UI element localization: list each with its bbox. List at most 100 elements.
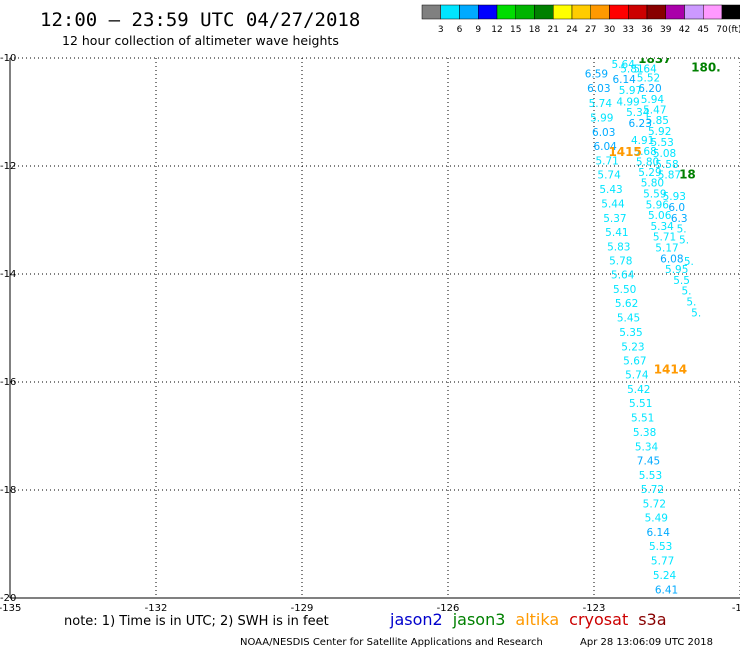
- wave-height-label: 5.64: [612, 59, 636, 71]
- mission-label-s3a: s3a: [638, 610, 666, 629]
- wave-height-label: 6.08: [660, 253, 683, 265]
- footer-note: note: 1) Time is in UTC; 2) SWH is in fe…: [64, 614, 329, 629]
- wave-height-label: 5.68: [633, 146, 656, 158]
- wave-height-label: 5.97: [619, 85, 642, 97]
- wave-height-label: 5.43: [599, 184, 622, 196]
- wave-height-label: 5.47: [643, 104, 666, 116]
- cycle-label: 1415: [608, 145, 641, 159]
- x-tick-label: -126: [437, 603, 460, 614]
- colorbar-unit: (ft): [728, 25, 740, 35]
- wave-height-label: 5.: [686, 297, 696, 309]
- wave-height-label: 5.37: [603, 213, 626, 225]
- wave-height-label: 6.3: [671, 213, 688, 225]
- wave-height-label: 5.71: [653, 232, 676, 244]
- wave-height-label: 5.17: [655, 243, 678, 255]
- wave-height-label: 5.34: [650, 221, 674, 233]
- wave-height-label: 4.91: [631, 135, 654, 147]
- colorbar-label: 33: [623, 25, 634, 35]
- axis-ticks: -135 -132 -129 -126 -123 -12 -10 -12 -14 -16 -18 -2…: [0, 53, 740, 614]
- colorbar-label: 70: [716, 25, 728, 35]
- mission-label-jason3: jason3: [452, 610, 506, 629]
- colorbar-label: 21: [548, 25, 559, 35]
- colorbar-swatch: [534, 4, 554, 20]
- chart-title: 12:00 – 23:59 UTC 04/27/2018: [40, 9, 360, 31]
- wave-height-label: 6.03: [587, 83, 610, 95]
- x-tick-label: -129: [291, 603, 314, 614]
- colorbar-label: 24: [566, 25, 578, 35]
- colorbar-swatch: [721, 4, 740, 20]
- wave-height-label: 6.23: [629, 118, 652, 130]
- y-tick-label: -18: [0, 485, 16, 496]
- wave-height-label: 5.96: [646, 199, 670, 211]
- x-tick-label: -12: [732, 603, 740, 614]
- wave-height-label: 5.67: [623, 355, 646, 367]
- wave-height-label: 5.92: [648, 126, 671, 138]
- colorbar-swatch: [628, 4, 648, 20]
- credit-line: NOAA/NESDIS Center for Satellite Applica…: [240, 637, 543, 648]
- colorbar-swatch: [571, 4, 591, 20]
- chart-subtitle: 12 hour collection of altimeter wave hei…: [62, 33, 339, 48]
- colorbar-swatch: [478, 4, 498, 20]
- x-tick-label: -132: [145, 603, 168, 614]
- wave-height-label: 5.34: [626, 107, 650, 119]
- wave-height-label: 5.87: [658, 170, 681, 182]
- wave-height-label: 5.52: [637, 72, 660, 84]
- y-tick-label: -20: [0, 593, 16, 604]
- wave-height-label: 6.14: [612, 74, 636, 86]
- colorbar-label: 27: [585, 25, 596, 35]
- wave-height-label: 4.99: [616, 97, 639, 109]
- colorbar-swatch: [590, 4, 610, 20]
- plot-grid: [9, 57, 740, 599]
- wave-height-label: 5.83: [607, 241, 630, 253]
- wave-height-label: 5.85: [646, 115, 669, 127]
- x-tick-label: -135: [0, 603, 21, 614]
- wave-height-label: 5.72: [641, 484, 664, 496]
- wave-height-label: 5.49: [645, 513, 668, 525]
- colorbar-swatch: [553, 4, 573, 20]
- colorbar-label: 39: [660, 25, 672, 35]
- mission-label-altika: altika: [515, 610, 559, 629]
- wave-height-label: 5.80: [636, 157, 659, 169]
- wave-height-label: 5.: [691, 307, 701, 319]
- wave-height-label: 5.99: [590, 112, 613, 124]
- mission-label-cryosat: cryosat: [569, 610, 628, 629]
- y-tick-label: -10: [0, 53, 16, 64]
- wave-height-label: 6.0: [668, 202, 685, 214]
- colorbar-label: 30: [604, 25, 616, 35]
- cycle-label: 1414: [654, 363, 687, 377]
- y-tick-label: -14: [0, 269, 16, 280]
- colorbar-swatch: [646, 4, 666, 20]
- wave-height-label: 5.23: [621, 341, 644, 353]
- colorbar-swatch: [515, 4, 535, 20]
- x-tick-label: -123: [583, 603, 606, 614]
- wave-height-label: 5.64: [633, 63, 657, 75]
- wave-height-label: 6.14: [647, 527, 671, 539]
- mission-legend: jason2 jason3 altika cryosat s3a: [389, 610, 667, 629]
- wave-height-label: 5.29: [638, 167, 661, 179]
- colorbar-label: 9: [475, 25, 481, 35]
- wave-height-label: 5.: [684, 256, 694, 268]
- colorbar-swatch: [440, 4, 460, 20]
- wave-height-label: 7.45: [637, 455, 660, 467]
- wave-height-label: 5.: [679, 234, 689, 246]
- wave-height-label: 5.44: [601, 198, 625, 210]
- wave-height-label: 5.24: [653, 570, 677, 582]
- colorbar-label: 45: [698, 25, 709, 35]
- colorbar-swatch: [421, 4, 441, 20]
- wave-height-label: 5.50: [613, 284, 636, 296]
- wave-height-label: 5.34: [635, 441, 659, 453]
- data-points: 5.64 6.59 6.03 5.74 5.99 6.03 6.04 5.71 5.74 5.43…: [585, 58, 721, 596]
- y-tick-label: -16: [0, 377, 16, 388]
- colorbar-label: 42: [679, 25, 690, 35]
- wave-height-label: 5.38: [633, 427, 656, 439]
- wave-height-label: 5.77: [651, 556, 674, 568]
- wave-height-label: 5.5: [673, 275, 690, 287]
- wave-height-label: 6.59: [585, 69, 608, 81]
- colorbar-label: 36: [641, 25, 653, 35]
- wave-height-label: 5.: [681, 286, 691, 298]
- colorbar-label: 12: [491, 25, 502, 35]
- cycle-label: 180.: [691, 61, 721, 75]
- wave-height-label: 5.81: [620, 63, 643, 75]
- colorbar-swatch: [665, 4, 685, 20]
